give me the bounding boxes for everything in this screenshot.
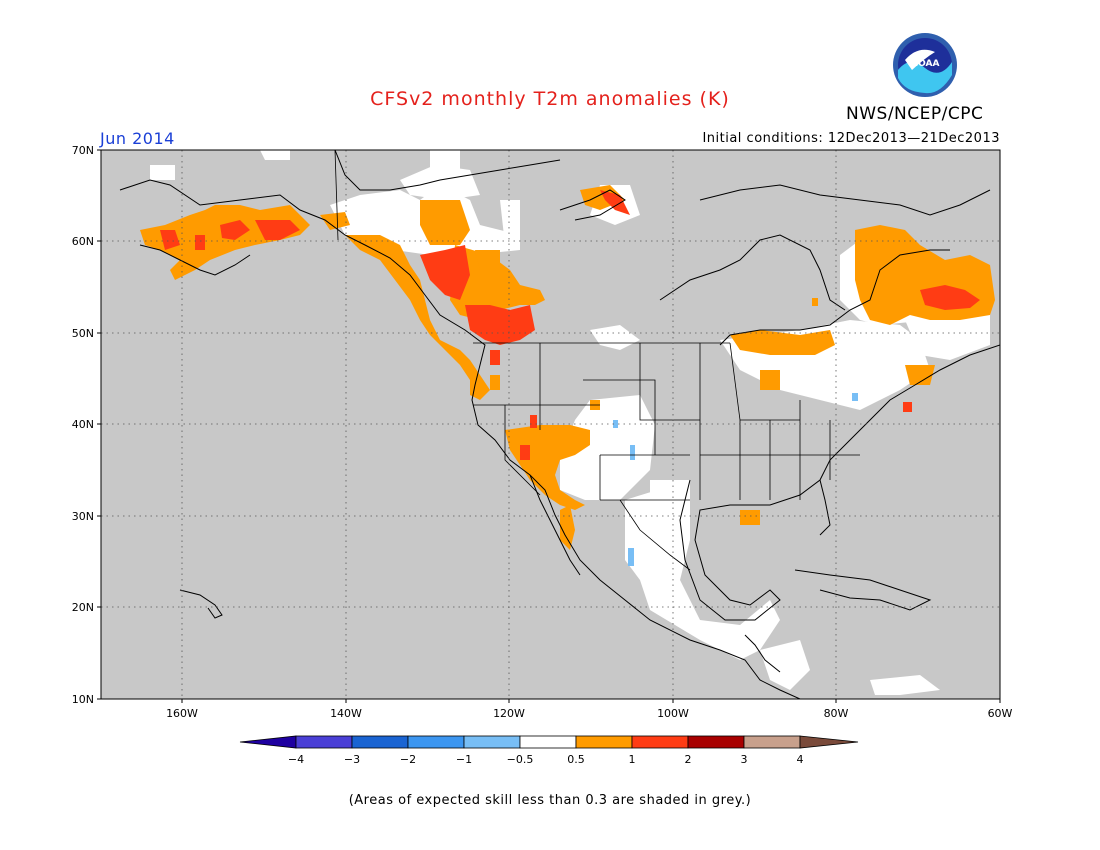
political-borders xyxy=(334,150,860,571)
graticule xyxy=(101,150,1000,699)
lat-label: 30N xyxy=(72,510,94,523)
chart-title: CFSv2 monthly T2m anomalies (K) xyxy=(370,88,730,110)
skill-caption: (Areas of expected skill less than 0.3 a… xyxy=(348,793,752,808)
colorbar-label: 4 xyxy=(797,753,804,766)
lon-label: 140W xyxy=(330,707,362,720)
map-panel xyxy=(101,150,1000,699)
colorbar-label: −0.5 xyxy=(507,753,534,766)
lon-label: 60W xyxy=(988,707,1013,720)
colorbar-swatch xyxy=(631,735,689,749)
colorbar-swatch xyxy=(687,735,745,749)
anomaly-minus1-to-minus0.5-regions xyxy=(613,393,858,566)
colorbar xyxy=(239,735,859,749)
colorbar-arrow-low xyxy=(239,735,297,749)
lat-label: 60N xyxy=(72,235,94,248)
coastlines xyxy=(119,150,1000,699)
colorbar-swatch xyxy=(407,735,465,749)
colorbar-swatch xyxy=(351,735,409,749)
colorbar-label: 3 xyxy=(741,753,748,766)
lon-label: 120W xyxy=(493,707,525,720)
colorbar-swatch xyxy=(295,735,353,749)
colorbar-swatch xyxy=(519,735,577,749)
lat-label: 20N xyxy=(72,601,94,614)
colorbar-labels: −4 −3 −2 −1 −0.5 0.5 1 2 3 4 xyxy=(288,753,804,766)
colorbar-swatch xyxy=(575,735,633,749)
colorbar-arrow-high xyxy=(799,735,859,749)
noaa-logo: NOAA xyxy=(893,33,957,97)
colorbar-label: −2 xyxy=(400,753,416,766)
valid-month-label: Jun 2014 xyxy=(100,129,175,148)
lat-label: 50N xyxy=(72,327,94,340)
colorbar-label: 2 xyxy=(685,753,692,766)
colorbar-label: 0.5 xyxy=(567,753,585,766)
colorbar-swatch xyxy=(743,735,801,749)
initial-conditions-label: Initial conditions: 12Dec2013—21Dec2013 xyxy=(702,131,1000,146)
lon-labels: 160W 140W 120W 100W 80W 60W xyxy=(166,707,1012,720)
agency-label: NWS/NCEP/CPC xyxy=(846,104,984,124)
lon-label: 160W xyxy=(166,707,198,720)
axis-ticks xyxy=(97,149,1001,703)
noaa-logo-text: NOAA xyxy=(911,59,940,69)
colorbar-label: −1 xyxy=(456,753,472,766)
lon-label: 80W xyxy=(824,707,849,720)
anomaly-1-to-2-regions xyxy=(160,190,980,460)
lon-label: 100W xyxy=(657,707,689,720)
colorbar-swatch xyxy=(463,735,521,749)
colorbar-label: −4 xyxy=(288,753,304,766)
lat-label: 70N xyxy=(72,144,94,157)
lat-labels: 70N 60N 50N 40N 30N 20N 10N xyxy=(72,144,94,706)
lat-label: 40N xyxy=(72,418,94,431)
colorbar-label: −3 xyxy=(344,753,360,766)
colorbar-label: 1 xyxy=(629,753,636,766)
lat-label: 10N xyxy=(72,693,94,706)
